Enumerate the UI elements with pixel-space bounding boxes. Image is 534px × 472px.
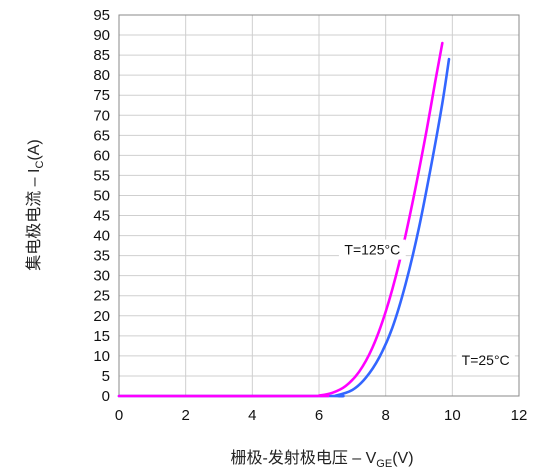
y-tick-label: 75 [93, 87, 110, 104]
y-tick-label: 55 [93, 167, 110, 184]
y-tick-label: 35 [93, 248, 110, 265]
y-tick-label: 20 [93, 308, 110, 325]
x-tick-label: 2 [181, 407, 189, 424]
y-axis-label-sub: C [34, 161, 46, 169]
x-axis-label-suffix: (V) [392, 450, 413, 467]
annotation: T=125°C [338, 239, 406, 260]
annotation-label: T=125°C [344, 242, 400, 258]
annotation: T=25°C [456, 349, 515, 370]
x-tick-label: 4 [248, 407, 256, 424]
y-axis-label-suffix: (A) [26, 139, 43, 160]
y-tick-label: 70 [93, 107, 110, 124]
y-tick-labels: 0 5 10 15 20 25 30 35 40 45 50 55 60 65 70 75 80 85 90 95 [93, 7, 110, 405]
y-tick-label: 60 [93, 147, 110, 164]
annotation-background [338, 239, 406, 260]
annotation-label: T=25°C [462, 352, 510, 368]
x-tick-label: 10 [444, 407, 461, 424]
series-line-t-125-c [117, 41, 444, 398]
y-tick-label: 15 [93, 328, 110, 345]
y-axis-label-main: 集电极电流 – I [25, 169, 43, 271]
annotations: T=125°C T=25°C [338, 239, 515, 370]
y-tick-label: 65 [93, 127, 110, 144]
y-tick-label: 45 [93, 208, 110, 225]
series-group [117, 41, 451, 398]
y-tick-label: 80 [93, 67, 110, 84]
y-tick-label: 25 [93, 288, 110, 305]
x-tick-label: 8 [381, 407, 389, 424]
y-tick-label: 50 [93, 187, 110, 204]
annotation-background [456, 349, 515, 370]
x-axis-label: 栅极-发射极电压 – VGE(V) [230, 449, 413, 470]
y-tick-label: 0 [102, 388, 110, 405]
y-tick-label: 90 [93, 27, 110, 44]
x-axis-label-main: 栅极-发射极电压 – V [230, 449, 376, 467]
y-tick-label: 40 [93, 228, 110, 245]
x-tick-label: 12 [511, 407, 528, 424]
x-tick-label: 6 [315, 407, 323, 424]
y-axis-label: 集电极电流 – IC(A) [25, 139, 46, 271]
y-tick-label: 30 [93, 268, 110, 285]
y-tick-label: 95 [93, 7, 110, 24]
series-line-t-25-c [117, 57, 451, 398]
y-tick-label: 10 [93, 348, 110, 365]
y-tick-label: 5 [102, 368, 110, 385]
x-tick-label: 0 [115, 407, 123, 424]
x-tick-labels: 0 2 4 6 8 10 12 [115, 407, 528, 424]
y-tick-label: 85 [93, 47, 110, 64]
x-axis-label-sub: GE [376, 458, 392, 470]
